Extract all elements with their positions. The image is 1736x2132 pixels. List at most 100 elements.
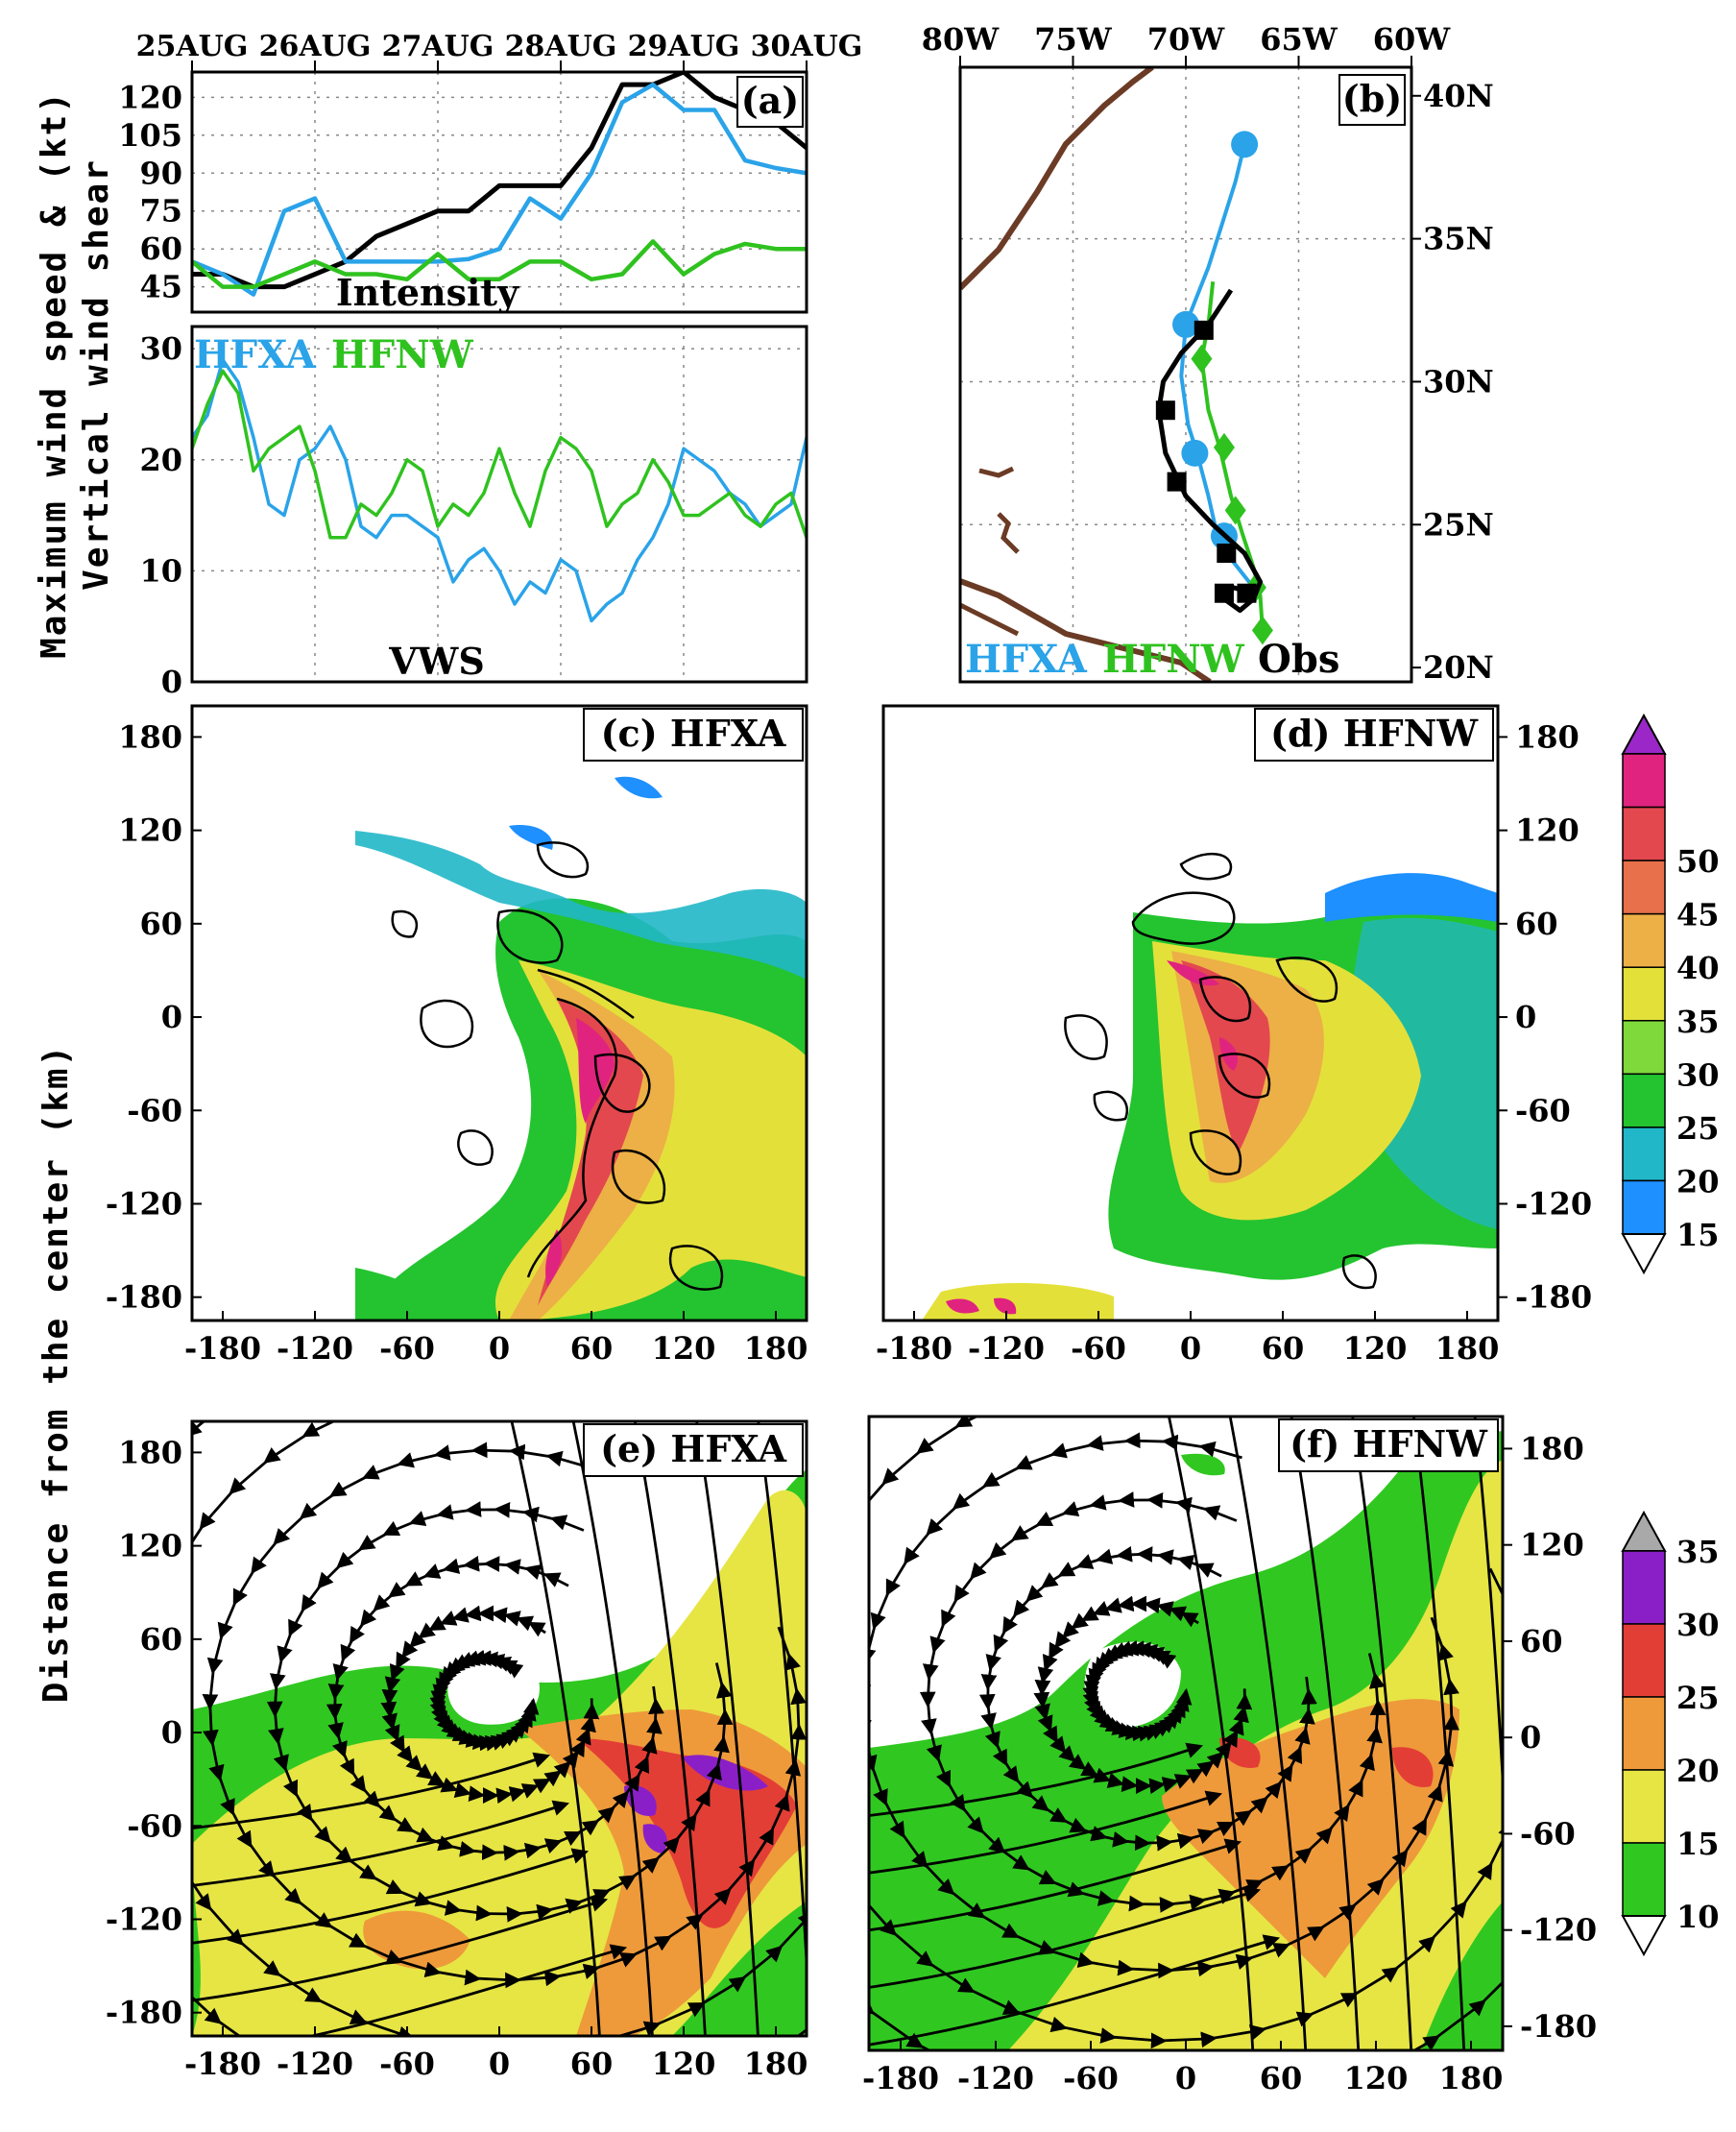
y-tick-km: 180 (118, 718, 182, 755)
x-tick-km: 0 (1175, 2060, 1196, 2096)
y-tick: 30 (139, 330, 182, 367)
y-tick-km: 180 (1520, 1430, 1584, 1466)
y-tick-km: 120 (1515, 812, 1579, 849)
streamline-inflow (571, 1421, 654, 2036)
streamline-inflow (1167, 1417, 1255, 2050)
lon-tick: 75W (1034, 21, 1113, 58)
marker-hfnw (1191, 344, 1213, 374)
x-tick-km: -180 (184, 1330, 261, 1367)
cbar-upper-label: 35 (1676, 1004, 1720, 1040)
streamline-west (869, 1886, 1262, 1989)
lon-tick: 65W (1260, 21, 1338, 58)
y-tick: 60 (139, 230, 182, 267)
cbar-upper-swatch (1622, 860, 1666, 915)
streamline-west (305, 1944, 628, 2036)
legend-b-obs: Obs (1258, 637, 1339, 682)
streamline-west (869, 1934, 1281, 2047)
panel-f: (f) HFNW (867, 1415, 1505, 2052)
panel-a-frame (190, 70, 808, 314)
y-tick: 75 (139, 193, 182, 230)
marker-obs (1194, 320, 1214, 340)
x-tick-km: -180 (876, 1330, 952, 1367)
panel-e: (e) HFXA (190, 1419, 808, 2038)
x-tick-km: 180 (1439, 2060, 1504, 2096)
c-band-green-sw (355, 1268, 461, 1320)
coastline-north (960, 67, 1154, 291)
x-tick-km: 0 (489, 1330, 510, 1367)
cbar-upper-label: 30 (1676, 1056, 1720, 1093)
panel-a-vws: 0 10 20 30 VWS HFXA HFNW (139, 325, 808, 700)
streamline-west (192, 1752, 550, 1830)
x-tick-km: -120 (957, 2060, 1034, 2096)
series-vws-hfnw (192, 369, 807, 540)
panel-vws-ticks: 0 10 20 30 (139, 330, 182, 700)
panel-a-intensity-series (192, 72, 807, 297)
cbar-lower-swatch (1622, 1696, 1666, 1771)
panel-d: (d) HFNW (881, 704, 1500, 1322)
cbar-lower-label: 10 (1676, 1899, 1720, 1935)
panel-e-label: (e) HFXA (600, 1427, 786, 1470)
d-band-cyan (1350, 917, 1498, 1229)
x-tick-km: -120 (968, 1330, 1045, 1367)
panel-c-label: (c) HFXA (601, 712, 786, 755)
vws-annotation: VWS (388, 640, 485, 683)
panel-b-label-box (1338, 74, 1406, 126)
x-tick-km: 60 (1260, 2060, 1303, 2096)
marker-obs (1217, 544, 1237, 564)
y-tick-km: -120 (1520, 1912, 1597, 1949)
x-tick-km: 180 (1435, 1330, 1500, 1367)
lat-tick: 35N (1423, 221, 1494, 257)
marker-hfnw (1251, 616, 1273, 645)
y-tick-km: 0 (1515, 999, 1536, 1035)
legend-b-hfnw: HFNW (1102, 637, 1245, 682)
x-tick-km: 60 (570, 1330, 614, 1367)
panel-a-label: (a) (741, 79, 800, 122)
cbar-upper-label: 15 (1676, 1217, 1720, 1253)
legend-hfnw: HFNW (331, 332, 474, 377)
panel-e-label-box (583, 1423, 804, 1477)
y-tick-km: 60 (139, 906, 182, 942)
y-tick: 0 (161, 664, 182, 700)
x-tick-km: 120 (652, 2046, 716, 2082)
streamline (869, 1417, 1503, 2050)
cbar-lower-label: 15 (1676, 1826, 1720, 1862)
y-axis-label-max-wind: Maximum wind speed & (kt) (35, 90, 74, 659)
x-tick-date: 26AUG (259, 30, 372, 63)
panel-e-field (192, 1421, 807, 2036)
marker-obs (1155, 400, 1175, 421)
streamline-inflow (633, 1421, 707, 2036)
x-tick-km: 0 (1180, 1330, 1201, 1367)
c-band-cyan (355, 831, 807, 980)
streamline-west (192, 1848, 590, 1945)
x-tick-km: -60 (379, 2046, 435, 2082)
x-tick-km: 120 (1344, 2060, 1409, 2096)
x-tick-km: -60 (1071, 1330, 1126, 1367)
lat-tick: 20N (1423, 649, 1494, 686)
panel-d-label: (d) HFNW (1270, 712, 1479, 755)
y-tick: 20 (139, 442, 182, 478)
d-band-blue (1325, 873, 1498, 922)
panel-b-ticks: 80W 75W 70W 65W 60W 40N 35N 30N 25N 20N (922, 21, 1494, 686)
marker-hfxa (1172, 310, 1199, 338)
y-tick-km: 0 (161, 999, 182, 1035)
panel-b-label: (b) (1342, 77, 1403, 120)
series-vws-hfxa (192, 357, 807, 623)
y-tick-km: -60 (1520, 1815, 1576, 1852)
track-hfxa (1179, 143, 1261, 600)
panel-d-label-box (1254, 708, 1494, 762)
cbar-upper-bottom-arrow (1621, 1233, 1667, 1275)
x-tick-date: 25AUG (136, 30, 249, 63)
y-tick-km: -60 (127, 1807, 182, 1844)
marker-hfnw (1213, 432, 1235, 462)
y-tick-km: -120 (1515, 1185, 1592, 1222)
y-tick: 10 (139, 552, 182, 589)
cbar-upper-swatch (1622, 912, 1666, 968)
d-contours (1064, 852, 1377, 1290)
island-1 (978, 466, 1015, 478)
cbar-lower-swatch (1622, 1769, 1666, 1844)
x-tick-km: 60 (570, 2046, 614, 2082)
y-tick-km: -180 (1515, 1279, 1592, 1316)
cbar-lower-label: 35 (1676, 1534, 1720, 1570)
x-tick-date: 27AUG (382, 30, 494, 63)
streamline-inflow (510, 1421, 601, 2036)
